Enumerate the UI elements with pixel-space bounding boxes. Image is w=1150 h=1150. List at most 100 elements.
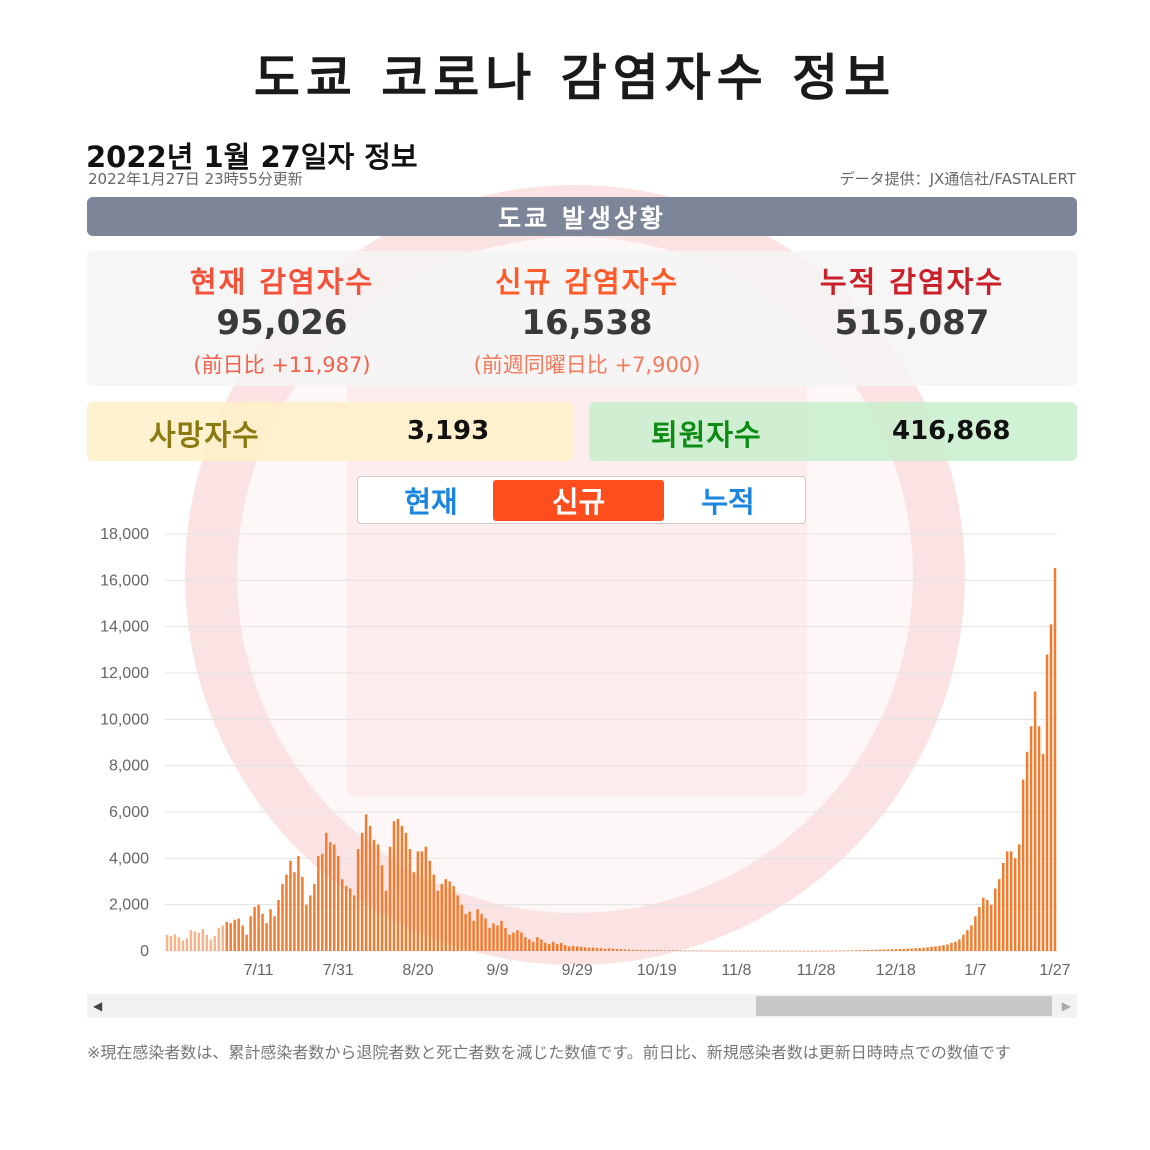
bar[interactable]	[452, 886, 455, 951]
bar[interactable]	[826, 950, 830, 952]
bar[interactable]	[520, 932, 523, 951]
bar[interactable]	[492, 923, 495, 951]
bar[interactable]	[914, 948, 917, 951]
bar[interactable]	[587, 947, 591, 951]
bar[interactable]	[595, 947, 599, 951]
bar[interactable]	[990, 904, 993, 951]
bar[interactable]	[771, 950, 774, 952]
bar[interactable]	[1017, 844, 1021, 951]
bar[interactable]	[305, 904, 308, 951]
bar[interactable]	[484, 918, 487, 951]
bar[interactable]	[711, 950, 714, 952]
bar[interactable]	[998, 879, 1001, 951]
bar[interactable]	[818, 950, 822, 952]
bar[interactable]	[412, 872, 416, 951]
tab-current[interactable]: 현재	[404, 485, 458, 519]
bar[interactable]	[253, 906, 256, 951]
bar[interactable]	[1005, 851, 1009, 951]
bar[interactable]	[540, 939, 543, 951]
bar[interactable]	[313, 883, 316, 951]
bar[interactable]	[380, 865, 384, 951]
bar[interactable]	[763, 950, 766, 952]
bar[interactable]	[639, 949, 643, 951]
bar[interactable]	[870, 949, 874, 951]
bar[interactable]	[838, 950, 842, 952]
bar[interactable]	[528, 939, 531, 951]
bar[interactable]	[910, 948, 913, 951]
bar[interactable]	[966, 930, 969, 951]
bar[interactable]	[806, 950, 810, 952]
bar[interactable]	[468, 911, 471, 951]
bar[interactable]	[325, 832, 328, 951]
bar[interactable]	[986, 900, 989, 951]
bar[interactable]	[731, 950, 734, 952]
bar[interactable]	[619, 949, 623, 951]
bar[interactable]	[627, 949, 631, 951]
bar[interactable]	[942, 945, 945, 951]
bar[interactable]	[392, 821, 396, 951]
bar[interactable]	[289, 860, 292, 951]
bar[interactable]	[556, 944, 559, 951]
bar[interactable]	[464, 913, 467, 951]
bar[interactable]	[249, 916, 252, 951]
bar[interactable]	[177, 937, 181, 951]
bar[interactable]	[567, 946, 571, 951]
bar[interactable]	[707, 950, 710, 952]
bar[interactable]	[348, 888, 352, 951]
bar[interactable]	[902, 948, 905, 951]
bar[interactable]	[794, 950, 798, 952]
bar[interactable]	[1041, 754, 1045, 951]
bar[interactable]	[444, 879, 447, 951]
bar[interactable]	[934, 946, 937, 951]
bar[interactable]	[225, 922, 228, 951]
bar[interactable]	[544, 942, 547, 951]
bar[interactable]	[814, 950, 818, 952]
bar[interactable]	[336, 856, 340, 951]
bar[interactable]	[958, 939, 961, 951]
bar[interactable]	[727, 950, 730, 952]
bar[interactable]	[962, 934, 965, 951]
bar[interactable]	[830, 950, 834, 952]
bar[interactable]	[631, 949, 635, 951]
bar[interactable]	[209, 939, 213, 951]
bar[interactable]	[205, 934, 209, 951]
bar[interactable]	[1009, 851, 1013, 951]
bar[interactable]	[213, 935, 217, 951]
bar[interactable]	[591, 947, 595, 951]
bar[interactable]	[858, 950, 862, 951]
bar[interactable]	[432, 874, 436, 951]
bar[interactable]	[854, 950, 858, 951]
bar[interactable]	[273, 916, 276, 951]
bar[interactable]	[1021, 779, 1025, 951]
bar[interactable]	[548, 944, 551, 951]
bar[interactable]	[388, 846, 392, 951]
bar[interactable]	[436, 890, 440, 951]
bar[interactable]	[786, 950, 790, 952]
bar[interactable]	[193, 931, 197, 951]
bar[interactable]	[599, 948, 603, 951]
bar[interactable]	[428, 860, 432, 951]
bar[interactable]	[265, 923, 268, 951]
bar[interactable]	[615, 948, 619, 951]
bar[interactable]	[360, 832, 364, 951]
bar[interactable]	[802, 950, 806, 952]
bar[interactable]	[715, 950, 718, 952]
bar[interactable]	[954, 941, 957, 951]
bar[interactable]	[655, 950, 659, 951]
bar[interactable]	[1049, 624, 1053, 951]
tab-new[interactable]: 신규	[493, 480, 664, 521]
bar[interactable]	[516, 930, 519, 951]
bar[interactable]	[643, 950, 647, 951]
bar[interactable]	[687, 950, 690, 952]
bar[interactable]	[782, 950, 786, 952]
bar[interactable]	[488, 927, 491, 951]
bar[interactable]	[611, 948, 615, 951]
bar[interactable]	[743, 950, 746, 952]
bar[interactable]	[659, 950, 663, 951]
bar[interactable]	[663, 950, 666, 951]
bar[interactable]	[480, 913, 483, 951]
bar[interactable]	[364, 814, 368, 951]
bar[interactable]	[384, 890, 388, 951]
bar[interactable]	[691, 950, 694, 952]
bar[interactable]	[866, 949, 870, 951]
